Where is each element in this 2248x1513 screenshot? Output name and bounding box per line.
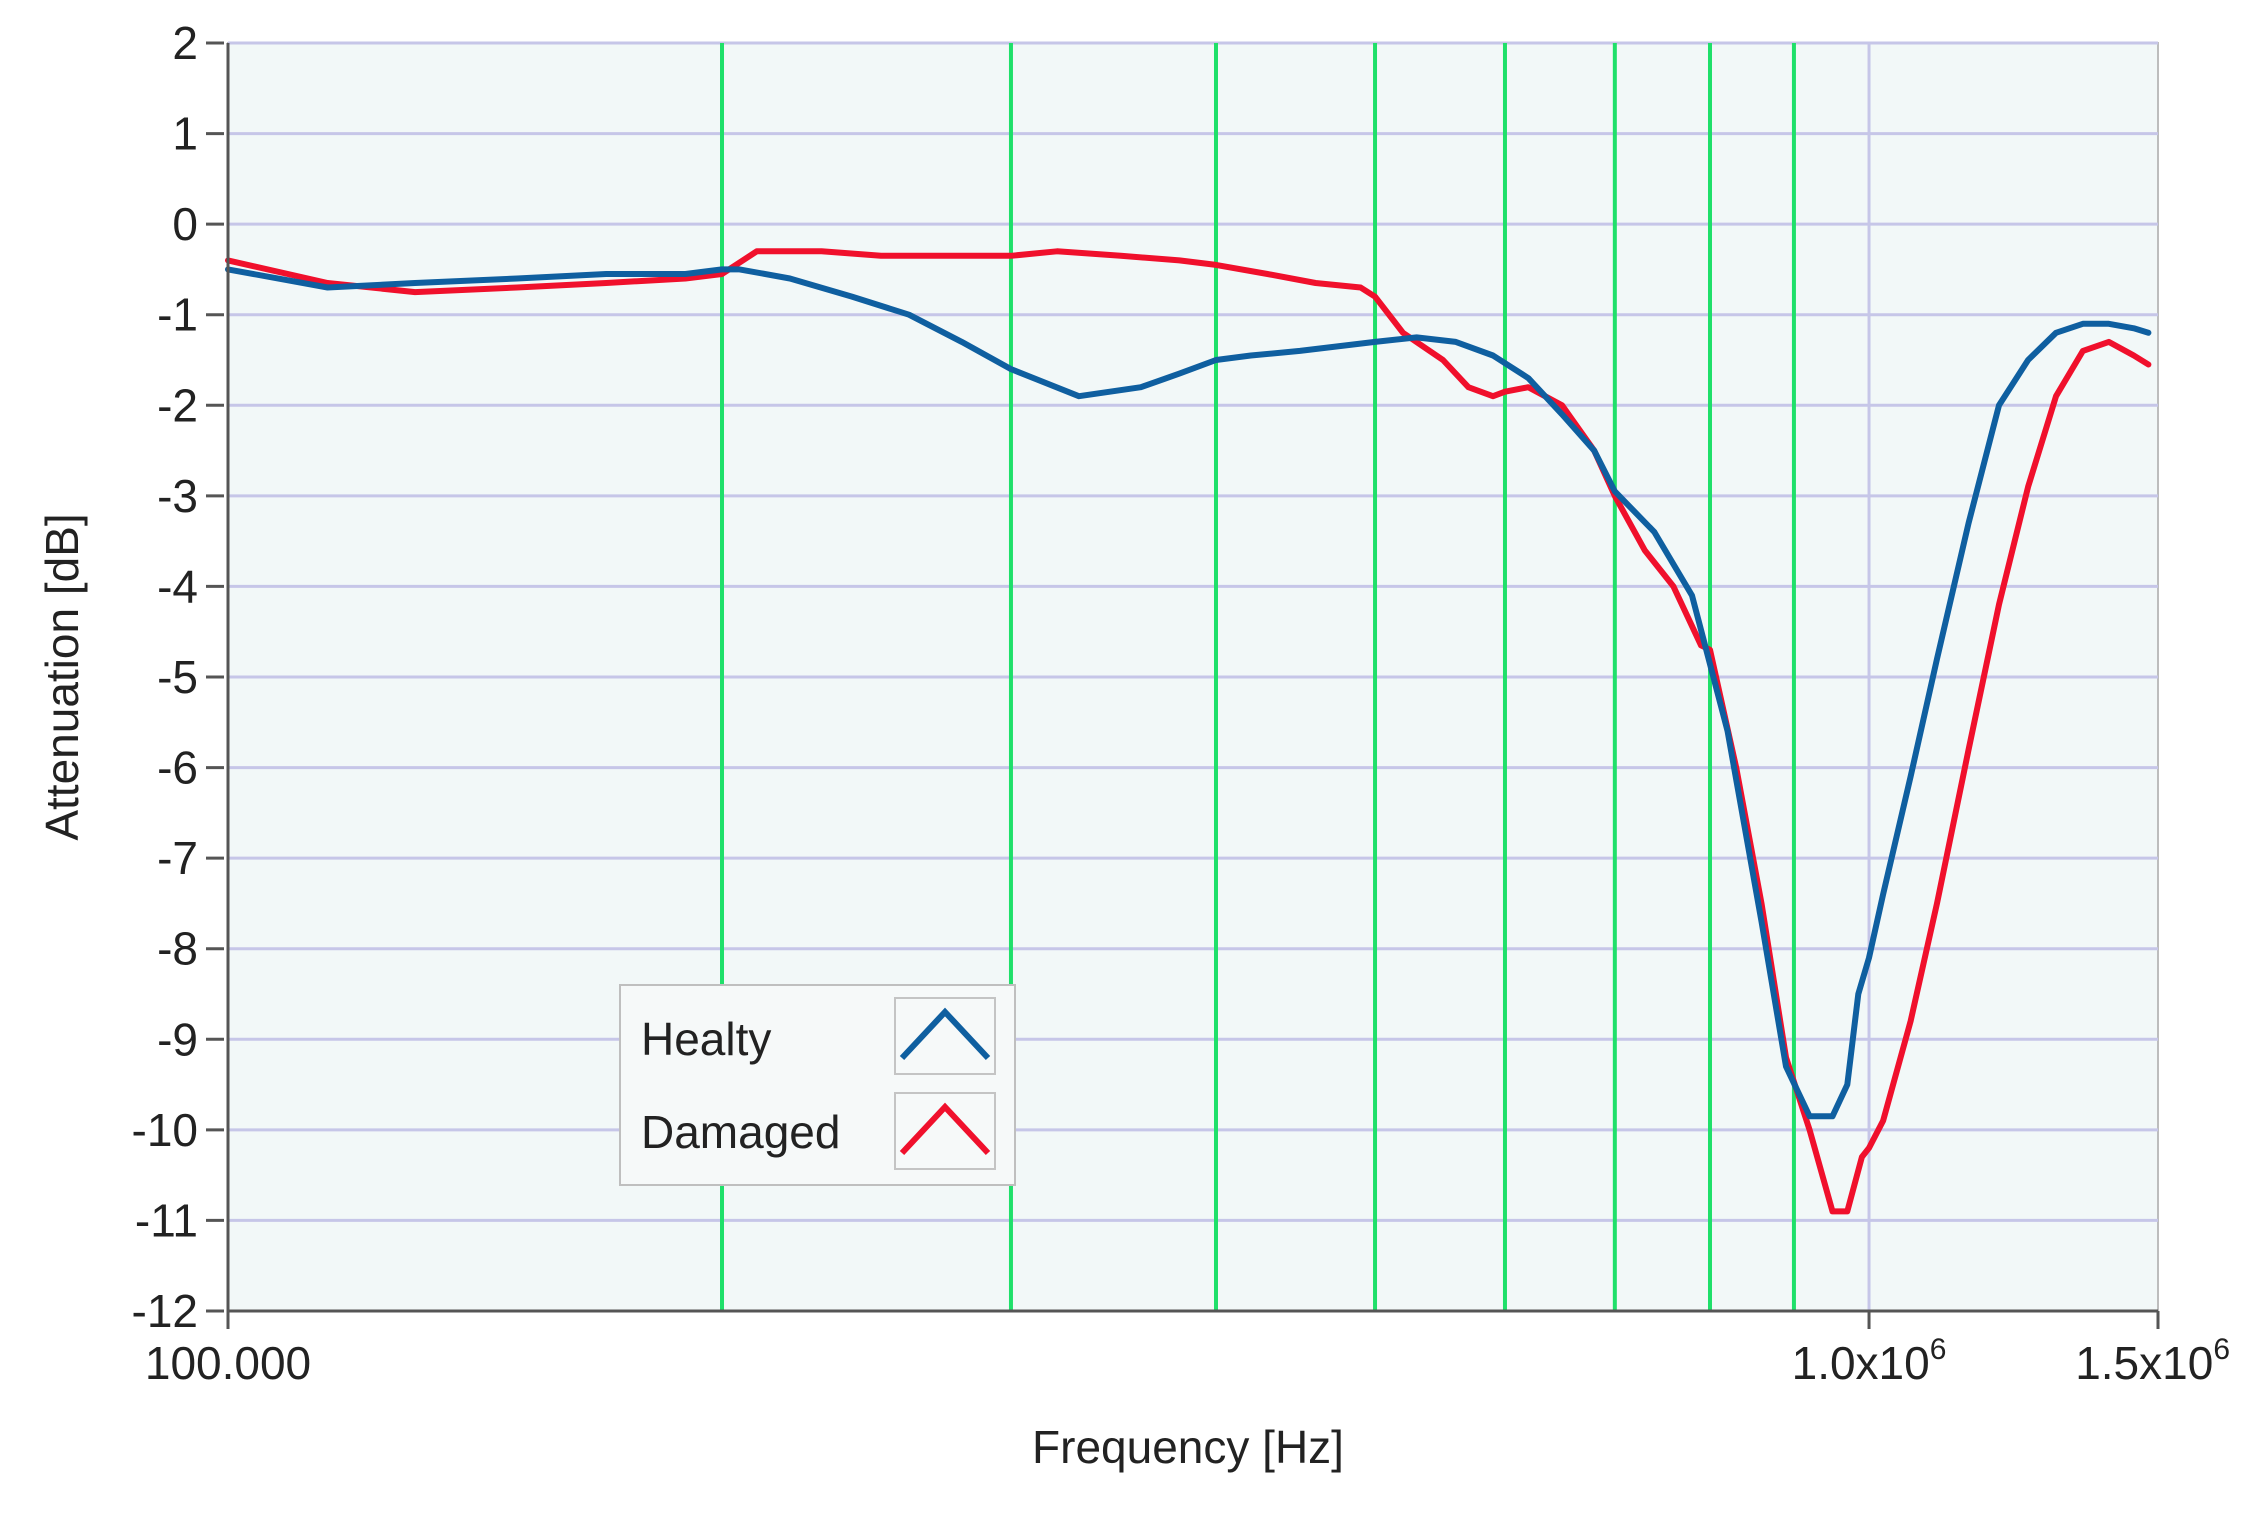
y-tick-label: -11 [135,1194,198,1246]
y-tick-label: -7 [157,832,198,884]
y-tick-label: -10 [132,1104,198,1156]
x-tick-label: 100.000 [145,1337,311,1389]
x-tick-labels: 100.000 1.0x106 1.5x106 [145,1333,2230,1389]
y-tick-label: -5 [157,651,198,703]
y-tick-label: -4 [157,560,198,612]
grid-lines [228,41,2158,1313]
legend-label-healty: Healty [641,1013,771,1065]
y-tick-label: -9 [157,1013,198,1065]
axes [206,41,2160,1329]
legend-swatch-damaged [899,1102,991,1156]
x-tick-label: 1.0x106 [1792,1333,1947,1389]
series-line-healty [225,266,2152,1120]
y-tick-label: -1 [157,289,198,341]
legend-label-damaged: Damaged [641,1106,840,1158]
y-tick-label: -6 [157,742,198,794]
y-tick-label: 0 [172,198,198,250]
y-tick-labels: 2 1 0 -1 -2 -3 -4 -5 -6 -7 -8 -9 -10 -11 -12 [132,17,198,1337]
y-tick-label: -12 [132,1285,198,1337]
y-tick-label: -8 [157,923,198,975]
y-axis-title: Attenuation [dB] [36,513,88,840]
legend-swatch-healty [899,1007,991,1061]
y-tick-label: 1 [172,108,198,160]
legend: Healty Damaged [619,984,1016,1186]
series-layer [225,248,2152,1215]
y-tick-label: -3 [157,470,198,522]
x-tick-label: 1.5x106 [2075,1333,2230,1389]
y-tick-label: 2 [172,17,198,69]
y-tick-label: -2 [157,379,198,431]
x-axis-title: Frequency [Hz] [1032,1421,1344,1473]
